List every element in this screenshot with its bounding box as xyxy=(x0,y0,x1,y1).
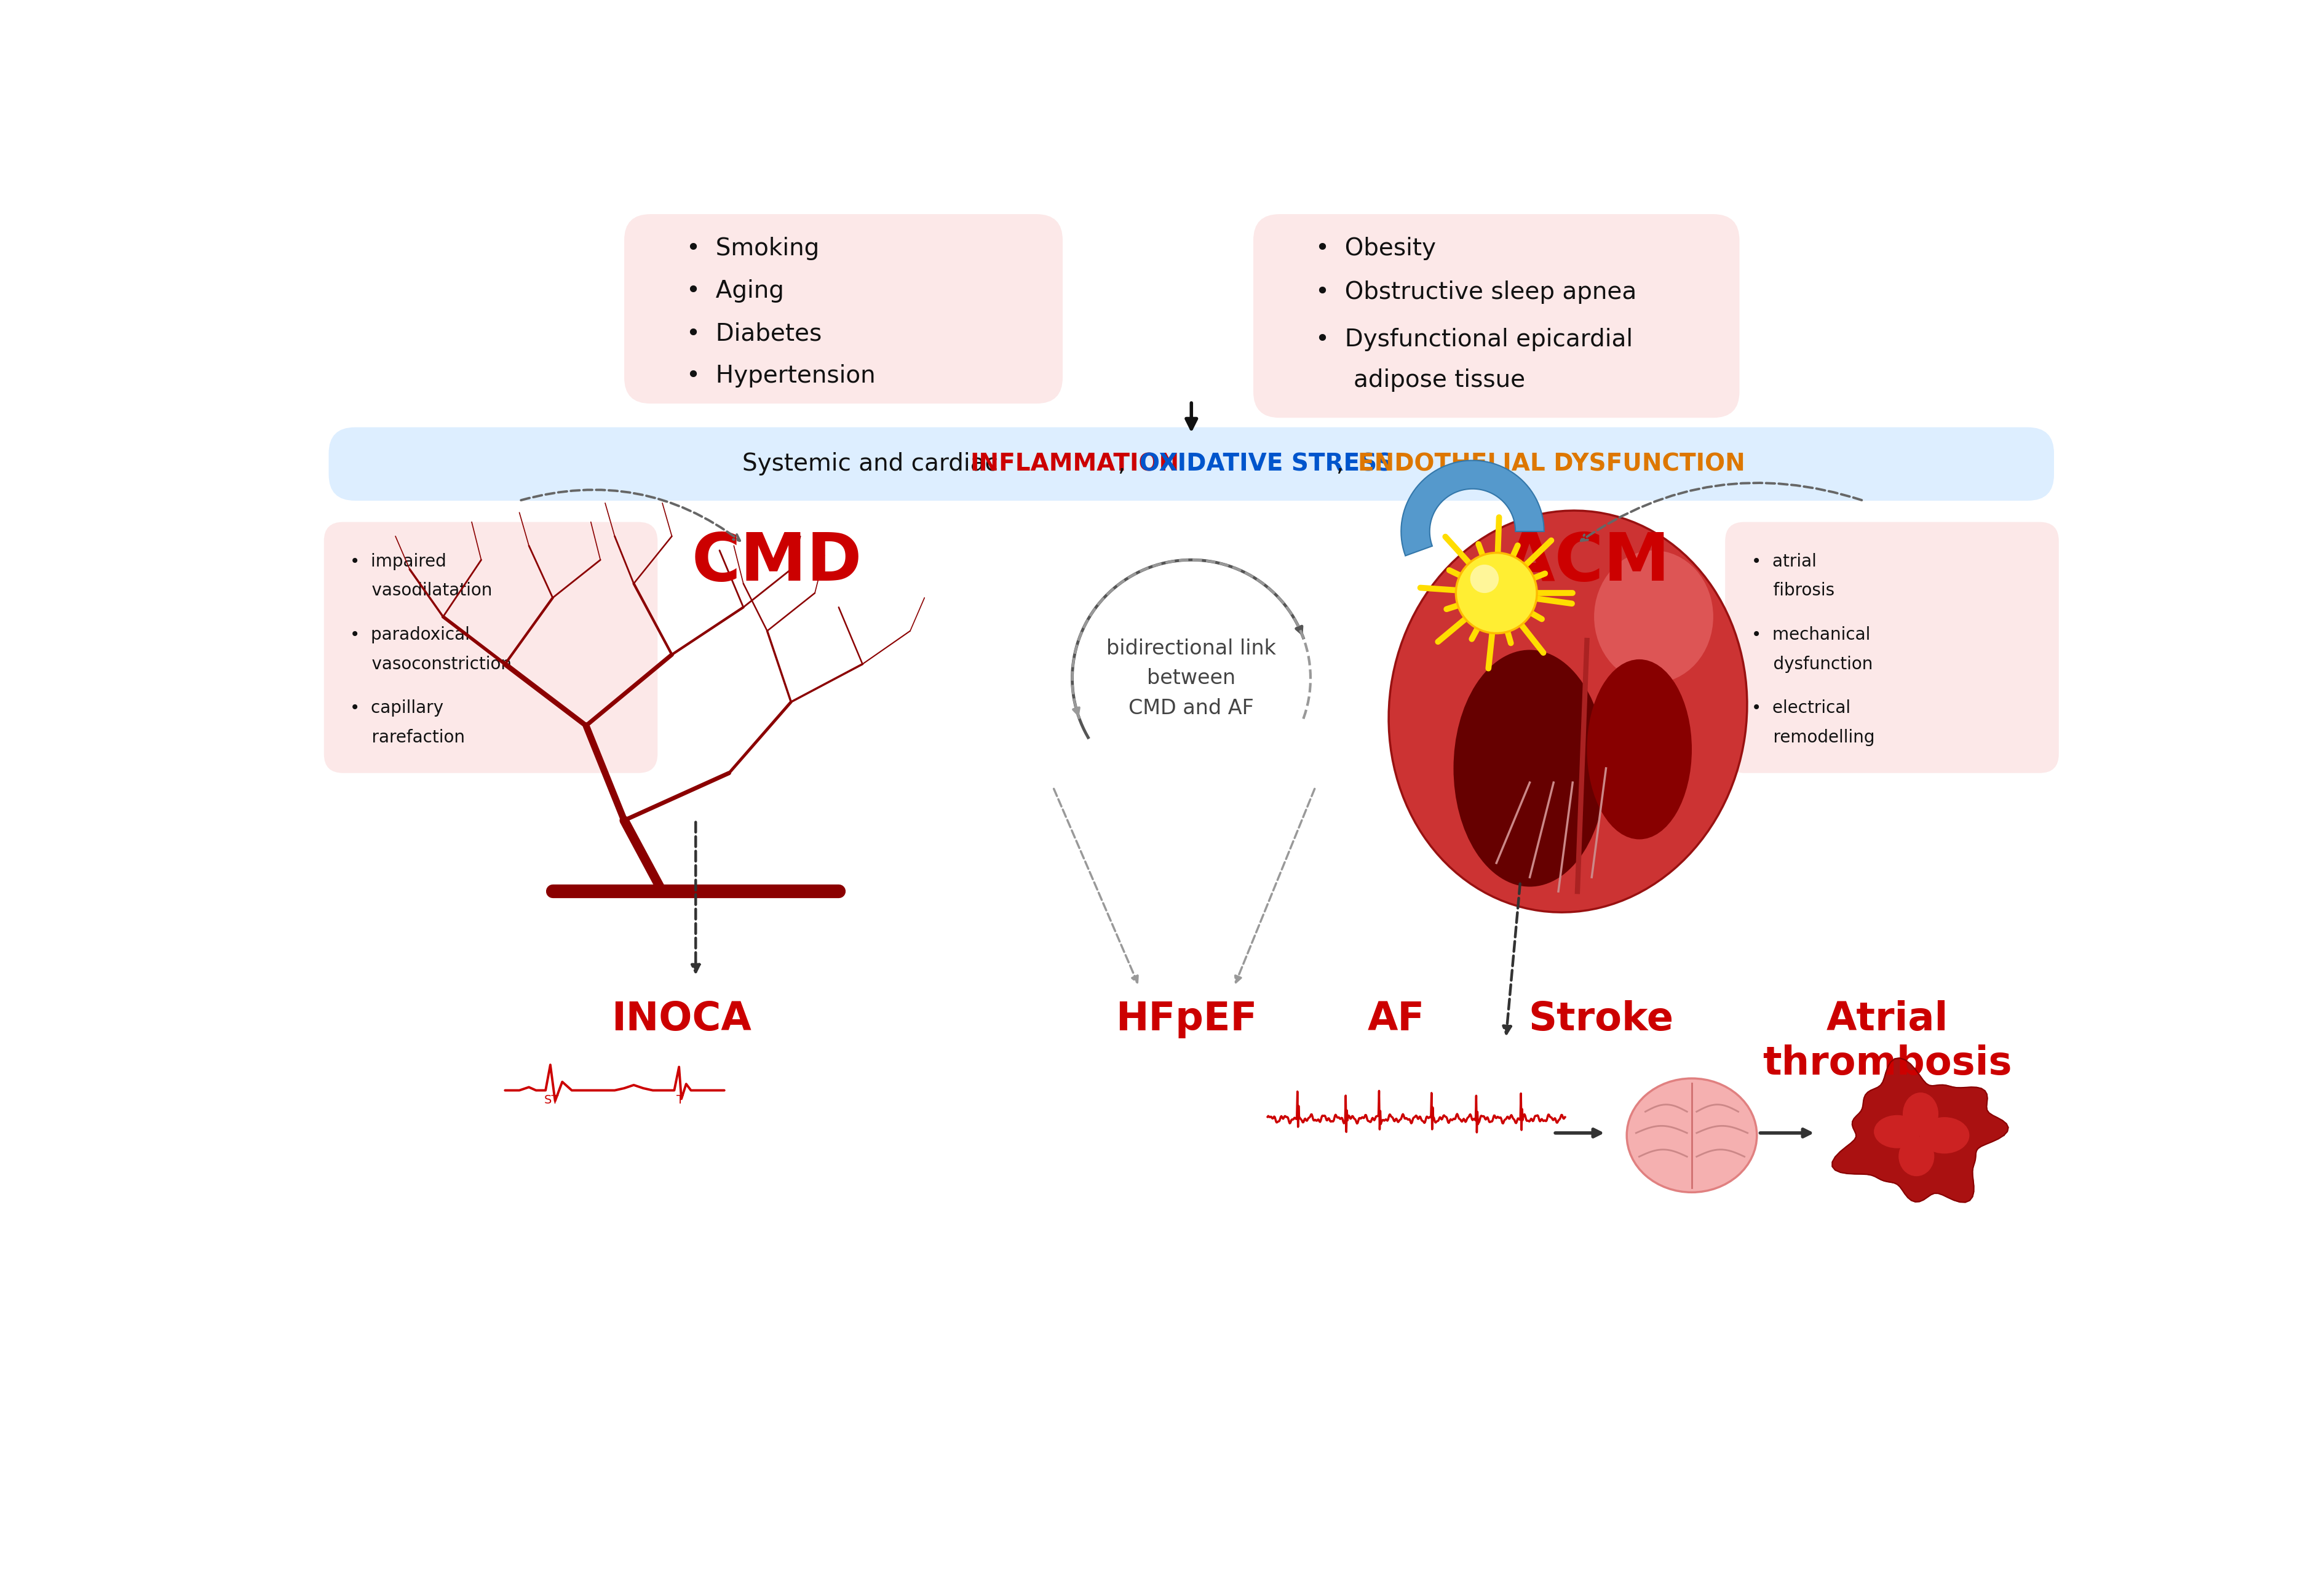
Text: INFLAMMATION: INFLAMMATION xyxy=(969,452,1178,476)
Polygon shape xyxy=(1831,1059,2008,1203)
Text: fibrosis: fibrosis xyxy=(1750,582,1834,600)
Text: •  Diabetes: • Diabetes xyxy=(686,322,820,344)
FancyBboxPatch shape xyxy=(625,214,1062,403)
Ellipse shape xyxy=(1387,511,1748,913)
Text: •  capillary: • capillary xyxy=(351,700,444,717)
Ellipse shape xyxy=(1627,1079,1757,1192)
Text: bidirectional link
between
CMD and AF: bidirectional link between CMD and AF xyxy=(1106,638,1276,719)
FancyBboxPatch shape xyxy=(323,522,658,773)
Text: •  impaired: • impaired xyxy=(351,552,446,570)
Ellipse shape xyxy=(1873,1116,1920,1149)
Ellipse shape xyxy=(1920,1117,1968,1154)
Text: ST: ST xyxy=(544,1093,560,1106)
Text: Atrial
thrombosis: Atrial thrombosis xyxy=(1762,1000,2010,1082)
FancyBboxPatch shape xyxy=(1724,522,2059,773)
Text: •  Obesity: • Obesity xyxy=(1315,236,1436,260)
Text: •  atrial: • atrial xyxy=(1750,552,1815,570)
Text: •  Smoking: • Smoking xyxy=(686,236,818,260)
Text: ACM: ACM xyxy=(1504,530,1671,595)
Text: rarefaction: rarefaction xyxy=(351,728,465,746)
Text: dysfunction: dysfunction xyxy=(1750,655,1873,673)
Text: AF: AF xyxy=(1367,1000,1425,1038)
Text: Stroke: Stroke xyxy=(1529,1000,1673,1038)
Text: ENDOTHELIAL DYSFUNCTION: ENDOTHELIAL DYSFUNCTION xyxy=(1357,452,1745,476)
Text: vasoconstriction: vasoconstriction xyxy=(351,655,511,673)
Text: •  Dysfunctional epicardial: • Dysfunctional epicardial xyxy=(1315,329,1631,351)
Text: •  Hypertension: • Hypertension xyxy=(686,365,876,387)
Text: vasodilatation: vasodilatation xyxy=(351,582,493,600)
Polygon shape xyxy=(1401,460,1543,555)
Text: OXIDATIVE STRESS: OXIDATIVE STRESS xyxy=(1139,452,1392,476)
Ellipse shape xyxy=(1899,1136,1934,1176)
Text: ,: , xyxy=(1118,452,1132,476)
Text: Systemic and cardiac: Systemic and cardiac xyxy=(741,452,1004,476)
Text: ,: , xyxy=(1336,452,1350,476)
Ellipse shape xyxy=(1594,551,1713,682)
Ellipse shape xyxy=(1587,659,1692,840)
Text: •  Aging: • Aging xyxy=(686,279,783,303)
FancyBboxPatch shape xyxy=(328,427,2054,500)
Text: •  Obstructive sleep apnea: • Obstructive sleep apnea xyxy=(1315,281,1636,305)
FancyBboxPatch shape xyxy=(1253,214,1738,417)
Circle shape xyxy=(1455,552,1536,633)
Text: •  paradoxical: • paradoxical xyxy=(351,627,469,643)
Text: •  mechanical: • mechanical xyxy=(1750,627,1871,643)
Text: HFpEF: HFpEF xyxy=(1116,1000,1257,1038)
Text: T: T xyxy=(676,1093,683,1106)
Ellipse shape xyxy=(1452,649,1606,887)
Text: remodelling: remodelling xyxy=(1750,728,1873,746)
Ellipse shape xyxy=(1903,1092,1938,1136)
Text: INOCA: INOCA xyxy=(611,1000,751,1038)
Text: adipose tissue: adipose tissue xyxy=(1353,368,1525,392)
Text: •  electrical: • electrical xyxy=(1750,700,1850,717)
Text: CMD: CMD xyxy=(690,530,862,595)
Circle shape xyxy=(1469,565,1499,594)
